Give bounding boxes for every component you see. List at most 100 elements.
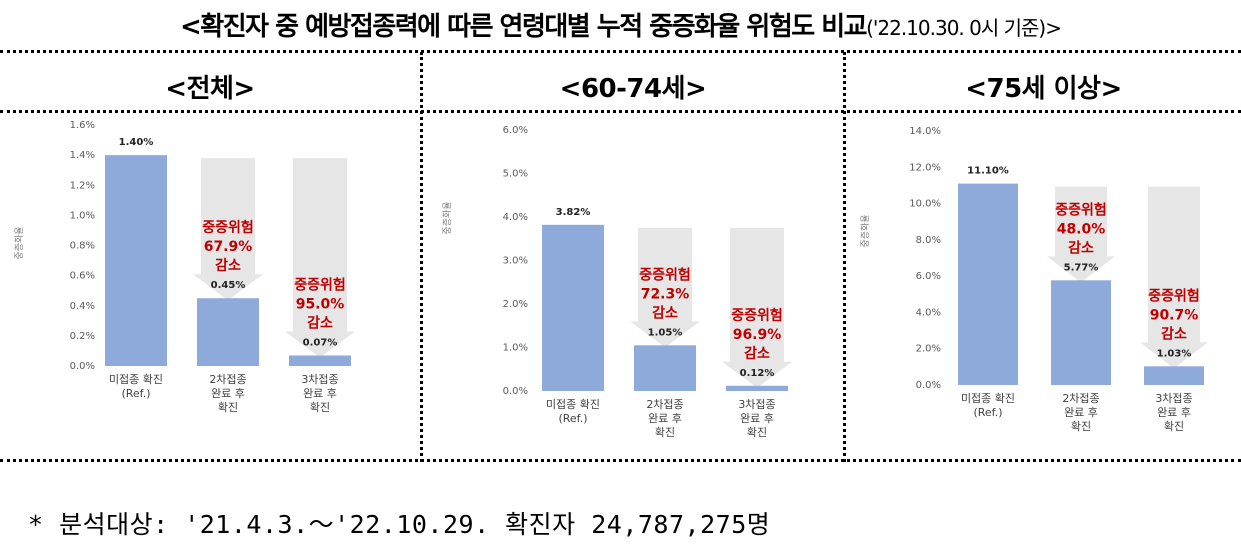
risk-reduction-label: 감소	[1161, 325, 1187, 342]
value-label: 1.03%	[1157, 348, 1192, 359]
y-tick-label: 2.0%	[503, 299, 528, 310]
y-tick-label: 0.0%	[503, 386, 528, 397]
category-label: 미접종 확진	[546, 398, 600, 411]
reduction-arrow	[193, 158, 263, 301]
y-tick-label: 14.0%	[909, 126, 941, 137]
category-label: 완료 후	[648, 412, 682, 425]
category-label: 확진	[310, 401, 330, 414]
divider-vertical-1	[420, 52, 423, 462]
category-label: 완료 후	[740, 412, 774, 425]
y-tick-label: 1.2%	[70, 180, 95, 191]
risk-reduction-label: 감소	[652, 304, 678, 321]
panel-title-75-plus: <75세 이상>	[965, 74, 1122, 104]
reduction-arrow	[285, 158, 355, 358]
risk-reduction-label: 감소	[307, 314, 333, 331]
risk-reduction-label: 감소	[215, 257, 241, 274]
main-title-text: <확진자 중 예방접종력에 따른 연령대별 누적 중증화율 위험도 비교	[180, 12, 868, 42]
category-label: 확진	[655, 426, 675, 439]
y-tick-label: 6.0%	[916, 271, 941, 282]
category-label: (Ref.)	[973, 406, 1002, 419]
risk-reduction-label: 95.0%	[296, 296, 345, 312]
category-label: 완료 후	[303, 387, 337, 400]
y-tick-label: 2.0%	[916, 344, 941, 355]
y-tick-label: 0.0%	[70, 361, 95, 372]
risk-reduction-label: 감소	[744, 345, 770, 362]
reduction-arrow	[722, 227, 792, 388]
value-label: 5.77%	[1064, 262, 1099, 273]
y-tick-label: 12.0%	[909, 162, 941, 173]
footnote: * 분석대상: '21.4.3.～'22.10.29. 확진자 24,787,2…	[28, 510, 771, 539]
page-title: <확진자 중 예방접종력에 따른 연령대별 누적 중증화율 위험도 비교('22…	[0, 6, 1241, 46]
divider-header	[0, 110, 1241, 113]
bar	[726, 385, 788, 391]
y-axis-label: 중증화율	[14, 226, 25, 259]
risk-reduction-label: 48.0%	[1057, 221, 1106, 237]
y-tick-label: 4.0%	[503, 212, 528, 223]
y-tick-label: 3.0%	[503, 256, 528, 267]
chart-60-74-svg: 0.0% 1.0% 2.0% 3.0% 4.0% 5.0% 6.0% 중증화율 3.82% 1.0…	[442, 125, 792, 439]
chart-all: 0.0% 0.2% 0.4% 0.6% 0.8% 1.0% 1.2% 1.4% 1.6% 중증화율…	[10, 113, 410, 453]
chart-75-plus: 0.0% 2.0% 4.0% 6.0% 8.0% 10.0% 12.0% 14.0% 중증화율 1…	[853, 113, 1238, 453]
category-label: (Ref.)	[558, 412, 587, 425]
risk-reduction-label: 67.9%	[204, 239, 253, 255]
risk-reduction-label: 96.9%	[733, 327, 782, 343]
y-axis-label: 중증화율	[860, 214, 871, 247]
bar	[289, 355, 351, 366]
value-label: 0.12%	[740, 368, 775, 379]
category-label: 3차접종	[738, 398, 775, 411]
reduction-arrow	[1047, 186, 1115, 283]
category-label: 미접종 확진	[109, 373, 163, 386]
bar	[197, 298, 259, 366]
y-axis-label: 중증화율	[442, 201, 453, 234]
risk-reduction-label: 중증위험	[294, 276, 346, 293]
risk-reduction-label: 중증위험	[1148, 287, 1200, 304]
reduction-arrow	[1140, 186, 1208, 369]
category-label: 확진	[218, 401, 238, 414]
category-label: 완료 후	[1064, 406, 1098, 419]
panel-title-60-74: <60-74세>	[559, 74, 707, 104]
risk-reduction-label: 90.7%	[1150, 307, 1199, 323]
chart-60-74: 0.0% 1.0% 2.0% 3.0% 4.0% 5.0% 6.0% 중증화율 3.82% 1.0…	[430, 113, 835, 453]
y-tick-label: 10.0%	[909, 199, 941, 210]
title-date: ('22.10.30. 0시 기준)>	[866, 16, 1062, 40]
y-tick-label: 0.4%	[70, 301, 95, 312]
category-label: 미접종 확진	[961, 392, 1015, 405]
value-label: 3.82%	[556, 207, 591, 218]
category-label: 2차접종	[646, 398, 683, 411]
y-tick-label: 0.2%	[70, 331, 95, 342]
category-label: 3차접종	[1155, 392, 1192, 405]
value-label: 1.40%	[119, 137, 154, 148]
divider-top	[0, 50, 1241, 53]
y-tick-label: 8.0%	[916, 235, 941, 246]
bar	[958, 183, 1018, 385]
reduction-arrow	[630, 227, 700, 348]
y-tick-label: 1.6%	[70, 120, 95, 131]
y-tick-label: 0.6%	[70, 271, 95, 282]
divider-vertical-2	[843, 52, 846, 462]
bar	[542, 224, 604, 391]
risk-reduction-label: 중증위험	[202, 219, 254, 236]
y-tick-label: 5.0%	[503, 169, 528, 180]
value-label: 1.05%	[648, 327, 683, 338]
bar	[1051, 280, 1111, 385]
category-label: 2차접종	[1062, 392, 1099, 405]
value-label: 0.45%	[211, 280, 246, 291]
bar	[634, 345, 696, 391]
chart-75-plus-svg: 0.0% 2.0% 4.0% 6.0% 8.0% 10.0% 12.0% 14.0% 중증화율 1…	[860, 126, 1208, 433]
y-tick-label: 1.0%	[70, 210, 95, 221]
chart-all-svg: 0.0% 0.2% 0.4% 0.6% 0.8% 1.0% 1.2% 1.4% 1.6% 중증화율…	[14, 120, 355, 414]
value-label: 0.07%	[303, 337, 338, 348]
risk-reduction-label: 감소	[1068, 239, 1094, 256]
category-label: 완료 후	[211, 387, 245, 400]
panel-title-all: <전체>	[165, 74, 255, 104]
value-label: 11.10%	[967, 166, 1009, 177]
risk-reduction-label: 중증위험	[731, 307, 783, 324]
bar	[1144, 366, 1204, 385]
y-tick-label: 0.0%	[916, 380, 941, 391]
y-tick-label: 1.4%	[70, 150, 95, 161]
y-tick-label: 1.0%	[503, 343, 528, 354]
category-label: 3차접종	[301, 373, 338, 386]
bar	[105, 155, 167, 366]
category-label: 확진	[1164, 420, 1184, 433]
y-tick-label: 6.0%	[503, 125, 528, 136]
